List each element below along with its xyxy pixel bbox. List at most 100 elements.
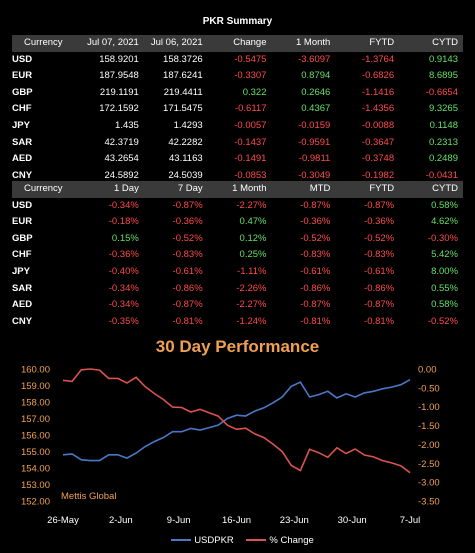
table-cell: -2.27%	[236, 199, 267, 211]
pkr-change-table: Currency 1 Day 7 Day 1 Month MTD FYTD CYTD USD…	[12, 181, 463, 330]
column-header: FYTD	[369, 37, 395, 48]
table-cell: -0.86%	[364, 282, 395, 294]
table-cell: 0.2489	[428, 153, 458, 165]
table-cell: -0.1982	[361, 169, 395, 181]
table-cell: -0.81%	[300, 315, 331, 327]
table-cell: -0.34%	[108, 282, 139, 294]
table-header-row: Currency 1 Day 7 Day 1 Month MTD FYTD CYTD	[12, 181, 463, 198]
table-cell: 187.6241	[163, 70, 203, 82]
currency-code: GBP	[12, 232, 33, 244]
table-row: CHF -0.36% -0.83% 0.25% -0.83% -0.83% 5.42%	[12, 247, 463, 264]
table-cell: -1.24%	[236, 315, 267, 327]
y-right-tick-label: -2.00	[418, 440, 440, 451]
currency-code: USD	[12, 53, 33, 65]
legend-swatch-usdpkr	[171, 539, 192, 542]
currency-code: CHF	[12, 249, 32, 261]
column-header: 1 Day	[114, 183, 139, 194]
table-row: JPY -0.40% -0.61% -1.11% -0.61% -0.61% 8.00%	[12, 264, 463, 281]
table-cell: 5.42%	[431, 249, 458, 261]
table-cell: 187.9548	[99, 70, 139, 82]
y-left-tick-label: 159.00	[21, 381, 50, 392]
table-cell: -0.36%	[300, 216, 331, 228]
table-cell: -0.40%	[108, 265, 139, 277]
table-cell: 42.3719	[104, 136, 139, 148]
pkr-summary-table: Currency Jul 07, 2021 Jul 06, 2021 Change 1 …	[12, 35, 463, 184]
table-cell: -0.6826	[361, 70, 395, 82]
table-cell: -1.3764	[361, 53, 395, 65]
legend-swatch-change	[246, 539, 267, 542]
table-cell: 158.3726	[163, 53, 203, 65]
table-cell: -0.3748	[361, 153, 395, 165]
table-row: USD -0.34% -0.87% -2.27% -0.87% -0.87% 0.58%	[12, 198, 463, 215]
currency-code: GBP	[12, 86, 33, 98]
table-cell: -0.52%	[172, 232, 203, 244]
table-cell: -0.0431	[425, 169, 458, 181]
table-cell: 42.2282	[168, 136, 203, 148]
y-left-tick-label: 160.00	[21, 365, 50, 376]
column-header: CYTD	[432, 37, 458, 48]
table-cell: -0.3049	[298, 169, 331, 181]
table-cell: 219.1191	[99, 86, 139, 98]
table-row: CHF 172.1592 171.5475 -0.6117 0.4367 -1.4356 9…	[12, 101, 463, 118]
table-cell: -0.5475	[234, 53, 267, 65]
table-cell: -0.3647	[361, 136, 395, 148]
table-cell: -0.6117	[234, 103, 267, 115]
table-row: EUR 187.9548 187.6241 -0.3307 0.8794 -0.6826 8…	[12, 68, 463, 85]
table-cell: -0.52%	[300, 232, 331, 244]
currency-code: SAR	[12, 282, 33, 294]
y-right-tick-label: -3.00	[418, 478, 440, 489]
table-cell: 8.00%	[431, 265, 458, 277]
table-cell: 0.47%	[239, 216, 267, 228]
x-tick-label: 7-Jul	[400, 515, 421, 526]
table-cell: -0.0853	[234, 169, 267, 181]
column-header: Jul 07, 2021	[87, 37, 139, 48]
table-cell: -0.81%	[172, 315, 203, 327]
y-left-tick-label: 156.00	[21, 431, 50, 442]
table-cell: 0.1148	[429, 119, 458, 131]
table-cell: 43.2654	[104, 153, 139, 165]
table-cell: -0.87%	[364, 199, 395, 211]
y-right-tick-label: -0.50	[418, 383, 440, 394]
table-cell: -0.9811	[298, 153, 331, 165]
y-right-tick-label: -2.50	[418, 459, 440, 470]
currency-code: EUR	[12, 216, 33, 228]
column-header: MTD	[309, 183, 331, 194]
table-row: GBP 0.15% -0.52% 0.12% -0.52% -0.52% -0.30%	[12, 231, 463, 248]
table-row: USD 158.9201 158.3726 -0.5475 -3.6097 -1.3764…	[12, 52, 463, 69]
currency-code: JPY	[12, 265, 30, 277]
table-cell: -0.36%	[364, 216, 395, 228]
y-right-tick-label: 0.00	[418, 365, 437, 376]
series-line-usdpkr	[62, 378, 411, 462]
table-cell: -1.11%	[237, 265, 267, 277]
table-cell: 43.1163	[169, 153, 203, 165]
table-cell: -0.86%	[300, 282, 331, 294]
series-line-change	[62, 368, 411, 474]
y-left-tick-label: 157.00	[21, 414, 50, 425]
x-tick-label: 23-Jun	[280, 515, 309, 526]
table-cell: 0.322	[242, 86, 267, 98]
y-left-tick-label: 155.00	[21, 447, 50, 458]
table-cell: 0.2646	[301, 86, 331, 98]
table-row: GBP 219.1191 219.4411 0.322 0.2646 -1.1416 -0.…	[12, 85, 463, 102]
table-cell: -0.35%	[108, 315, 139, 327]
table-cell: -0.1437	[234, 136, 267, 148]
table-cell: 219.4411	[163, 86, 203, 98]
table-row: SAR -0.34% -0.86% -2.26% -0.86% -0.86% 0.55%	[12, 281, 463, 298]
table-cell: -2.27%	[236, 299, 267, 311]
table-cell: -0.0057	[234, 119, 267, 131]
table-cell: -0.6654	[425, 86, 458, 98]
chart-background	[0, 358, 475, 533]
y-left-tick-label: 153.00	[21, 480, 50, 491]
table-row: EUR -0.18% -0.36% 0.47% -0.36% -0.36% 4.62%	[12, 214, 463, 231]
table-cell: 0.8794	[301, 70, 331, 82]
table-cell: -0.52%	[364, 232, 395, 244]
table-row: CNY 24.5892 24.5039 -0.0853 -0.3049 -0.1982 -0…	[12, 168, 463, 185]
currency-code: AED	[12, 299, 33, 311]
table-cell: -0.61%	[300, 265, 331, 277]
table-cell: 172.1592	[99, 103, 139, 115]
table-cell: -0.83%	[364, 249, 395, 261]
table-cell: -0.87%	[300, 299, 331, 311]
table-cell: -0.83%	[300, 249, 331, 261]
column-header: Change	[233, 37, 267, 48]
table-cell: -0.61%	[364, 265, 395, 277]
